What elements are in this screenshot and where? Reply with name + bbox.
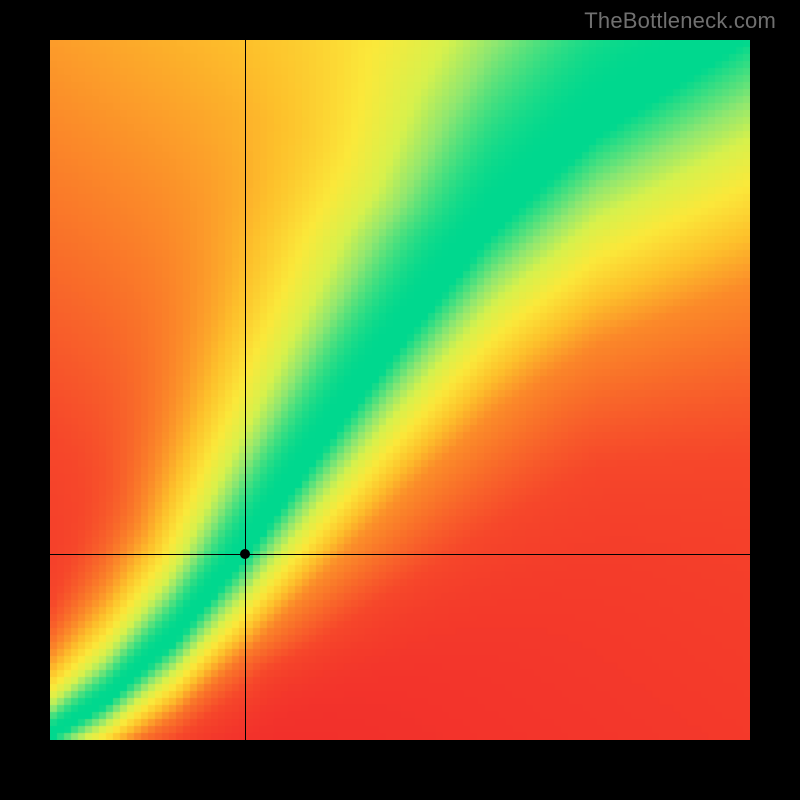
marker-point <box>240 549 250 559</box>
watermark-text: TheBottleneck.com <box>584 8 776 34</box>
crosshair-vertical <box>245 40 246 740</box>
crosshair-horizontal <box>50 554 750 555</box>
heatmap-canvas <box>50 40 750 740</box>
heatmap-plot <box>50 40 750 740</box>
